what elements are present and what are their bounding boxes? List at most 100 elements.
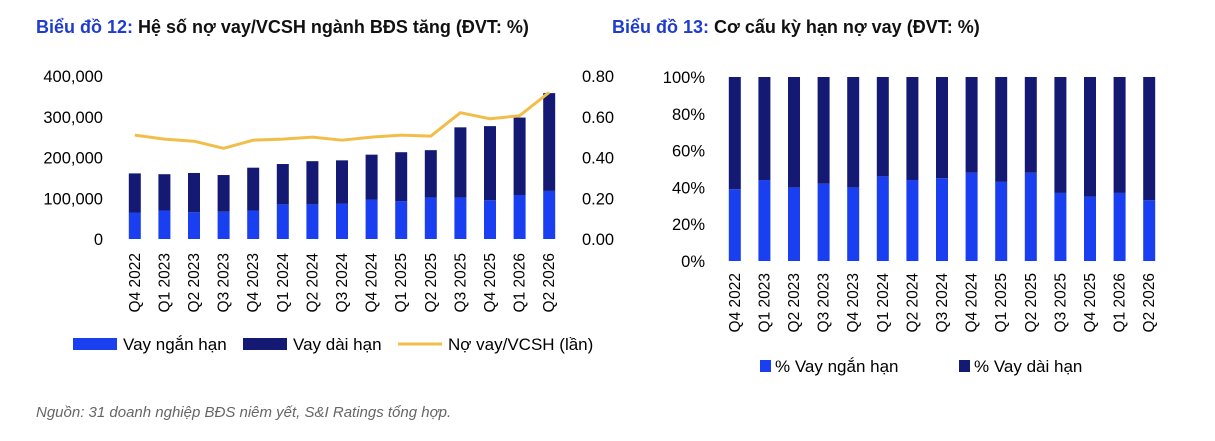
long-term-loan-bar bbox=[454, 127, 467, 198]
short-term-loan-bar bbox=[336, 203, 348, 239]
x-tick-label: Q4 2023 bbox=[845, 273, 862, 332]
y-tick-label: 40% bbox=[672, 179, 705, 197]
long-term-share-bar bbox=[876, 77, 889, 177]
legend-swatch-short-term bbox=[73, 338, 117, 350]
x-tick-label: Q4 2024 bbox=[964, 273, 981, 333]
long-term-loan-bar bbox=[513, 117, 526, 195]
legend-label-long-term: Vay dài hạn bbox=[293, 335, 382, 354]
right-y-tick-label: 0.00 bbox=[582, 231, 614, 249]
long-term-loan-bar bbox=[484, 126, 496, 201]
chart-13-title: Biểu đồ 13: Cơ cấu kỳ hạn nợ vay (ĐVT: %… bbox=[612, 17, 980, 38]
x-tick-label: Q1 2024 bbox=[875, 273, 892, 333]
long-term-loan-bar bbox=[306, 161, 319, 205]
source-note: Nguồn: 31 doanh nghiệp BĐS niêm yết, S&I… bbox=[36, 404, 452, 421]
short-term-share-bar bbox=[1143, 200, 1156, 261]
x-tick-label: Q2 2026 bbox=[541, 253, 558, 312]
long-term-share-bar bbox=[936, 77, 948, 179]
x-tick-label: Q2 2023 bbox=[186, 253, 203, 312]
y-tick-label: 60% bbox=[672, 143, 705, 161]
x-tick-label: Q2 2023 bbox=[786, 273, 803, 332]
long-term-share-bar bbox=[995, 77, 1008, 182]
short-term-share-bar bbox=[906, 180, 919, 261]
x-tick-label: Q3 2023 bbox=[816, 273, 833, 332]
short-term-loan-bar bbox=[158, 210, 171, 239]
x-tick-label: Q4 2023 bbox=[245, 253, 262, 312]
right-y-tick-label: 0.20 bbox=[582, 190, 614, 208]
short-term-loan-bar bbox=[543, 190, 556, 239]
legend-swatch-long-term bbox=[243, 338, 287, 350]
long-term-loan-bar bbox=[395, 152, 408, 202]
long-term-loan-bar bbox=[158, 174, 171, 211]
chart-12-debt-to-equity: 0 100,000 200,000 300,000 400,000 0.00 0.20 0.4… bbox=[43, 68, 614, 354]
long-term-share-bar bbox=[1113, 77, 1126, 193]
long-term-share-bar bbox=[788, 77, 800, 188]
chart-13-title-text: Cơ cấu kỳ hạn nợ vay (ĐVT: %) bbox=[714, 17, 980, 37]
x-tick-label: Q1 2026 bbox=[512, 253, 529, 312]
long-term-share-bar bbox=[728, 77, 741, 190]
short-term-loan-bar bbox=[424, 197, 437, 239]
x-tick-label: Q2 2025 bbox=[423, 253, 440, 312]
long-term-share-bar bbox=[1143, 77, 1156, 201]
long-term-loan-bar bbox=[217, 175, 230, 212]
short-term-share-bar bbox=[995, 181, 1008, 261]
chart-13-title-number: Biểu đồ 13: bbox=[612, 17, 710, 37]
short-term-share-bar bbox=[758, 180, 771, 261]
x-tick-label: Q1 2023 bbox=[156, 253, 173, 312]
short-term-share-bar bbox=[936, 178, 948, 261]
short-term-loan-bar bbox=[188, 212, 200, 239]
left-y-tick-label: 0 bbox=[94, 231, 103, 249]
x-tick-label: Q1 2026 bbox=[1112, 273, 1129, 332]
short-term-loan-bar bbox=[306, 204, 319, 239]
right-y-tick-label: 0.60 bbox=[582, 109, 614, 127]
short-term-loan-bar bbox=[395, 201, 408, 239]
long-term-share-bar bbox=[758, 77, 771, 181]
short-term-share-bar bbox=[1054, 192, 1067, 261]
short-term-share-bar bbox=[965, 172, 978, 261]
long-term-share-bar bbox=[1084, 77, 1096, 197]
short-term-share-bar bbox=[876, 176, 889, 261]
chart-12-title-text: Hệ số nợ vay/VCSH ngành BĐS tăng (ĐVT: %… bbox=[138, 17, 529, 37]
legend-label-short-term-share: % Vay ngắn hạn bbox=[775, 357, 899, 376]
long-term-loan-bar bbox=[365, 154, 378, 200]
long-term-share-bar bbox=[817, 77, 830, 184]
x-tick-label: Q2 2025 bbox=[1023, 273, 1040, 332]
legend-swatch-short-term-share bbox=[760, 360, 771, 372]
x-tick-label: Q1 2023 bbox=[756, 273, 773, 332]
short-term-share-bar bbox=[1024, 172, 1037, 261]
legend-swatch-long-term-share bbox=[959, 360, 970, 372]
chart-12-title-number: Biểu đồ 12: bbox=[36, 17, 134, 37]
left-y-tick-label: 200,000 bbox=[43, 150, 103, 168]
legend-label-long-term-share: % Vay dài hạn bbox=[974, 357, 1082, 376]
long-term-share-bar bbox=[965, 77, 978, 173]
x-tick-label: Q1 2025 bbox=[393, 253, 410, 312]
long-term-share-bar bbox=[1024, 77, 1037, 173]
left-y-tick-label: 400,000 bbox=[43, 68, 103, 86]
long-term-loan-bar bbox=[336, 160, 348, 204]
x-tick-label: Q1 2025 bbox=[993, 273, 1010, 332]
right-y-tick-label: 0.40 bbox=[582, 150, 614, 168]
long-term-loan-bar bbox=[543, 93, 556, 191]
x-tick-label: Q4 2025 bbox=[482, 253, 499, 312]
right-y-tick-label: 0.80 bbox=[582, 68, 614, 86]
x-tick-label: Q2 2024 bbox=[304, 253, 321, 313]
short-term-share-bar bbox=[788, 187, 800, 261]
x-tick-label: Q3 2025 bbox=[1052, 273, 1069, 332]
x-tick-label: Q2 2026 bbox=[1141, 273, 1158, 332]
x-tick-label: Q4 2025 bbox=[1082, 273, 1099, 332]
short-term-loan-bar bbox=[217, 211, 230, 239]
short-term-loan-bar bbox=[365, 199, 378, 239]
long-term-loan-bar bbox=[188, 172, 200, 213]
x-tick-label: Q4 2022 bbox=[127, 253, 144, 312]
long-term-share-bar bbox=[906, 77, 919, 181]
long-term-loan-bar bbox=[247, 167, 260, 211]
x-tick-label: Q2 2024 bbox=[904, 273, 921, 333]
short-term-loan-bar bbox=[276, 204, 289, 239]
x-tick-label: Q1 2024 bbox=[275, 253, 292, 313]
short-term-loan-bar bbox=[247, 210, 260, 239]
chart-13-debt-maturity-structure: 0% 20% 40% 60% 80% 100% Q4 2022 Q1 2023 Q2 2023 Q… bbox=[663, 69, 1158, 376]
debt-to-equity-ratio-line bbox=[134, 91, 551, 150]
short-term-share-bar bbox=[728, 189, 741, 261]
long-term-loan-bar bbox=[424, 150, 437, 198]
x-tick-label: Q3 2023 bbox=[216, 253, 233, 312]
y-tick-label: 20% bbox=[672, 216, 705, 234]
